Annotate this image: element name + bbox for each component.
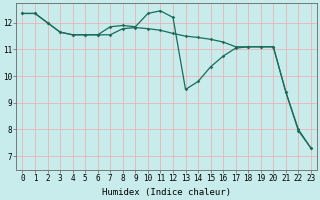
X-axis label: Humidex (Indice chaleur): Humidex (Indice chaleur) <box>102 188 231 197</box>
